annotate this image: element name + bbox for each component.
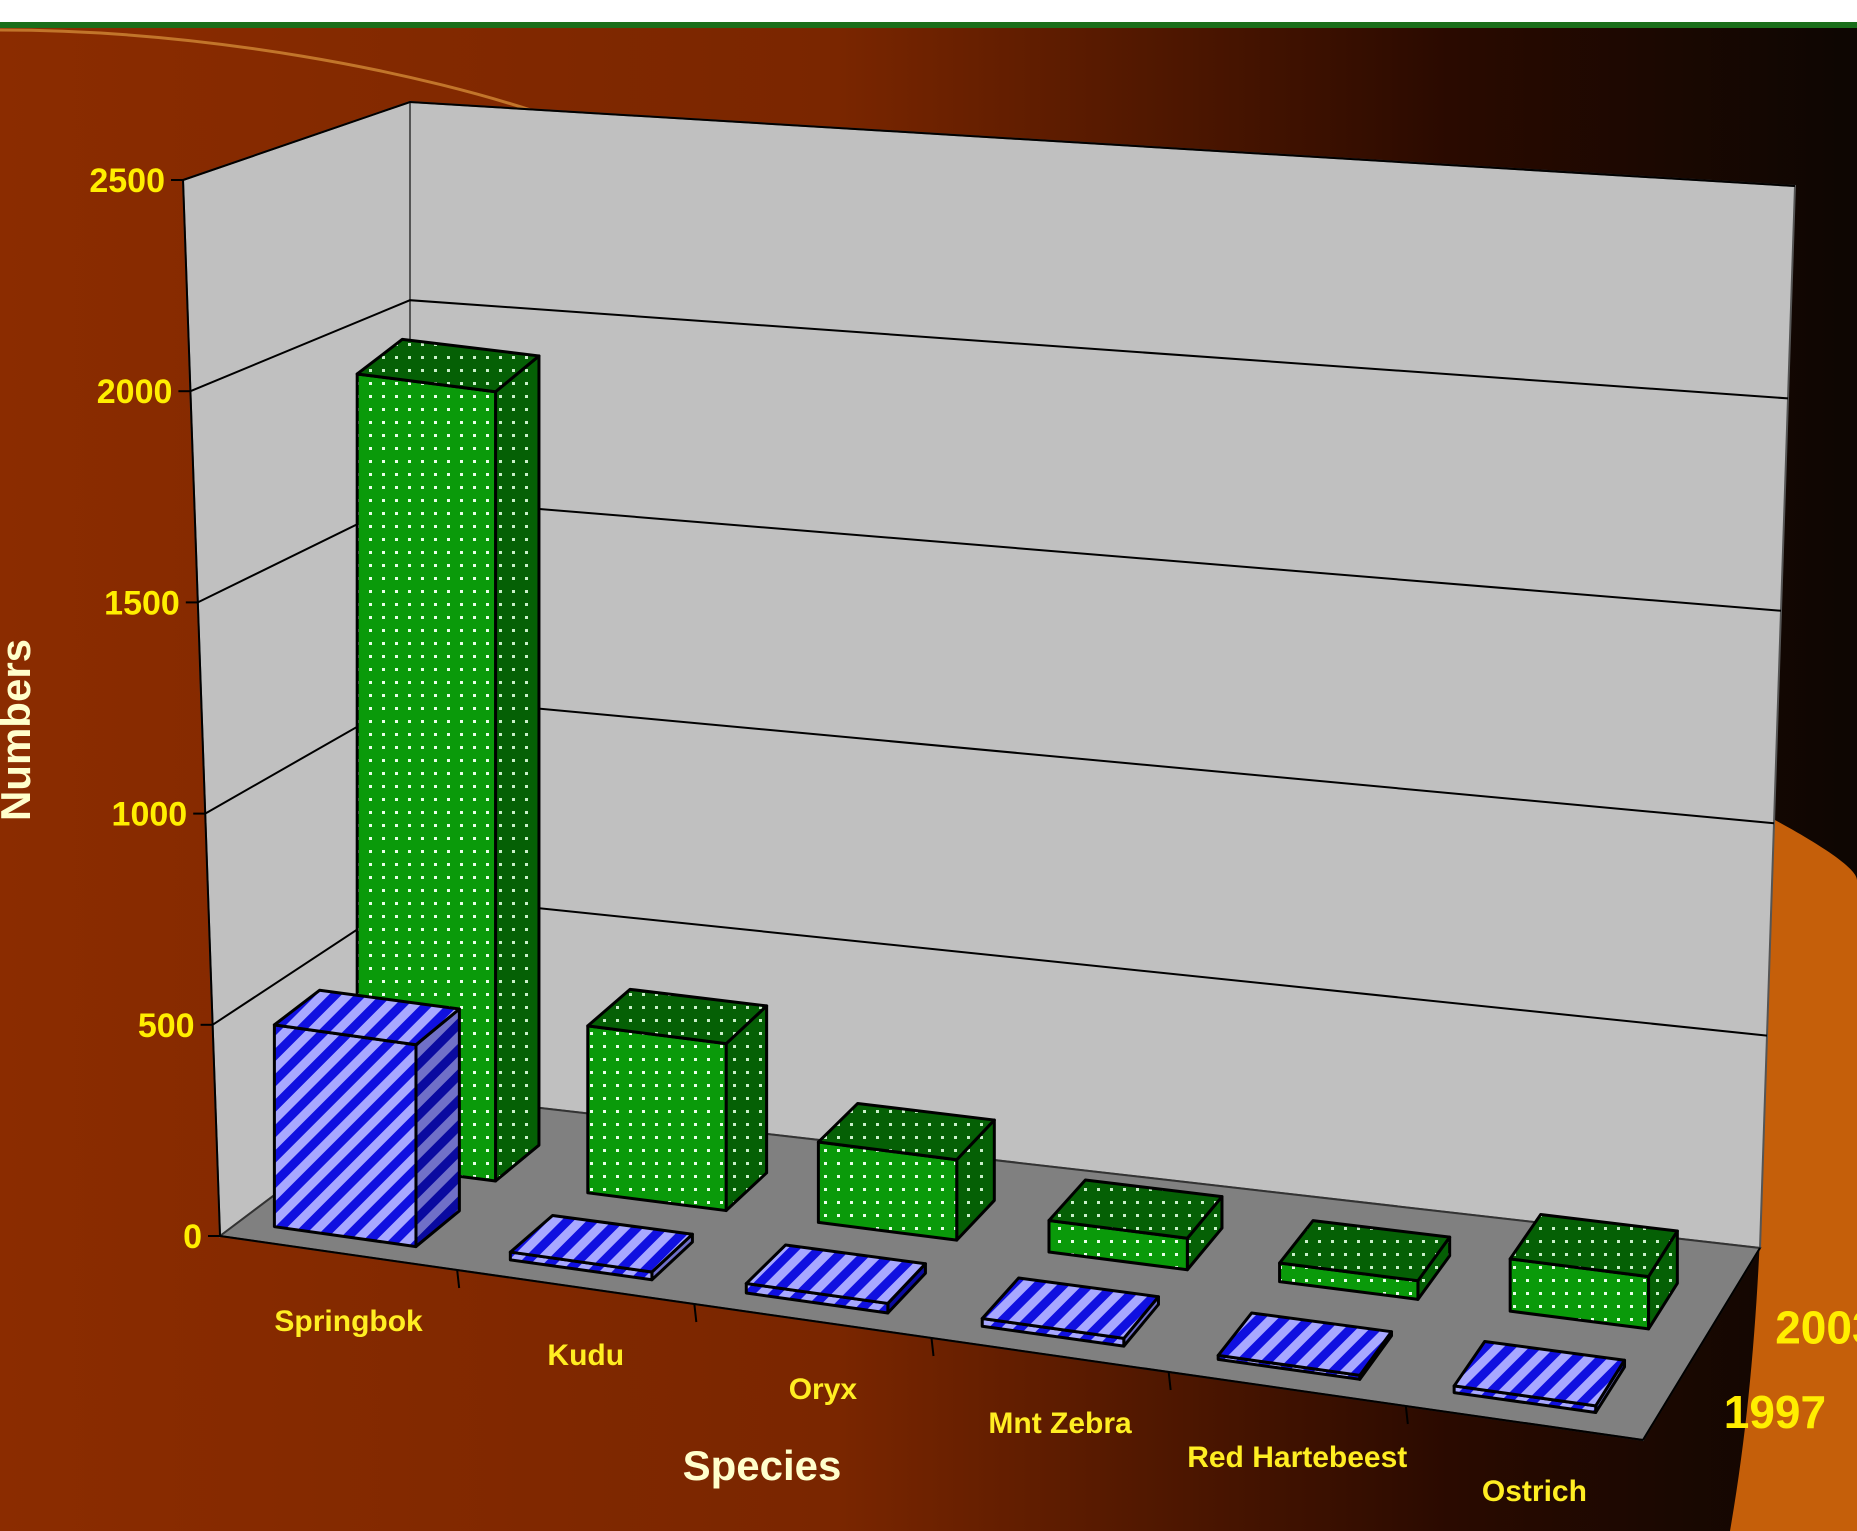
y-tick-label-0: 0 xyxy=(183,1218,202,1256)
series-label-2003: 2003 xyxy=(1775,1301,1857,1353)
y-axis-line xyxy=(182,179,221,1237)
bar-1997-Red Hartebeest xyxy=(1216,1311,1393,1381)
x-tick-mark xyxy=(1404,1405,1409,1425)
x-axis-title: Species xyxy=(683,1442,842,1489)
bar-1997-Springbok xyxy=(272,988,461,1249)
depth-axis-line xyxy=(1642,1247,1761,1441)
x-tick-mark xyxy=(1167,1371,1172,1391)
x-axis-ticks: Springbok Kudu Oryx Mnt Zebra Red Hartebeest… xyxy=(274,1269,1587,1508)
y-tick-label-1500: 1500 xyxy=(104,584,180,622)
y-tick-label-2500: 2500 xyxy=(89,162,165,200)
series-labels: 1997 2003 xyxy=(1724,1301,1857,1437)
slide-top-band xyxy=(0,0,1857,22)
y-tick-label-500: 500 xyxy=(138,1007,195,1045)
bar-1997-Oryx xyxy=(744,1243,927,1315)
bar-2003-Kudu xyxy=(586,987,769,1213)
bar-1997-Ostrich xyxy=(1452,1340,1627,1415)
category-label: Ostrich xyxy=(1482,1475,1587,1508)
x-tick-mark xyxy=(456,1269,461,1289)
category-label: Springbok xyxy=(274,1305,423,1338)
category-label: Oryx xyxy=(789,1373,858,1406)
bar-2003-Springbok xyxy=(355,337,541,1183)
x-tick-mark xyxy=(693,1303,698,1323)
bar-2003-Ostrich xyxy=(1508,1212,1679,1331)
slide-top-border xyxy=(0,22,1857,28)
y-axis-ticks: 0 500 1000 1500 2000 2500 xyxy=(89,162,220,1256)
bars xyxy=(272,337,1679,1415)
category-label: Mnt Zebra xyxy=(988,1407,1132,1440)
y-tick-label-1000: 1000 xyxy=(112,796,188,834)
bar-2003-Oryx xyxy=(816,1101,996,1242)
background-swoosh xyxy=(1730,820,1857,1531)
y-axis-title: Numbers xyxy=(0,639,39,821)
gridline-2000 xyxy=(190,299,1789,400)
bar-2003-Mnt Zebra xyxy=(1047,1178,1224,1272)
series-label-1997: 1997 xyxy=(1724,1386,1826,1438)
y-tick-label-2000: 2000 xyxy=(97,373,173,411)
category-label: Kudu xyxy=(547,1339,624,1372)
gridline-2500 xyxy=(182,100,1796,187)
bar-1997-Mnt Zebra xyxy=(980,1276,1160,1348)
category-label: Red Hartebeest xyxy=(1187,1441,1407,1474)
bar-1997-Kudu xyxy=(508,1213,694,1282)
x-tick-mark xyxy=(930,1337,935,1357)
background-arc xyxy=(0,28,561,122)
bar-2003-Red Hartebeest xyxy=(1278,1219,1452,1301)
